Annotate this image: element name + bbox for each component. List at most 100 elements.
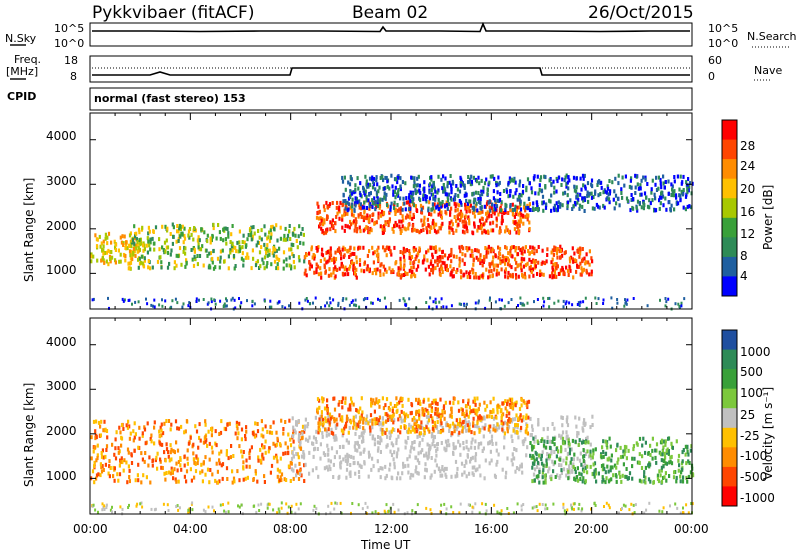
heatmap-cell: [355, 275, 358, 280]
heatmap-cell: [227, 501, 230, 505]
heatmap-cell: [406, 511, 409, 515]
heatmap-cell: [173, 450, 176, 455]
heatmap-cell: [471, 254, 474, 258]
heatmap-cell: [430, 188, 433, 192]
heatmap-cell: [346, 248, 349, 253]
colorbar-segment: [722, 408, 737, 429]
heatmap-cell: [163, 240, 167, 245]
heatmap-cell: [269, 228, 272, 233]
heatmap-cell: [674, 193, 678, 198]
heatmap-cell: [465, 474, 468, 479]
heatmap-cell: [510, 177, 513, 182]
heatmap-cell: [171, 299, 174, 303]
heatmap-cell: [534, 264, 537, 269]
heatmap-cell: [431, 221, 434, 226]
heatmap-cell: [169, 450, 172, 455]
heatmap-cell: [271, 224, 274, 229]
heatmap-cell: [500, 221, 503, 226]
heatmap-cell: [482, 254, 486, 259]
heatmap-cell: [238, 297, 240, 300]
heatmap-cell: [576, 431, 579, 435]
heatmap-cell: [262, 445, 265, 450]
heatmap-cell: [444, 204, 447, 209]
colorbar-segment: [722, 120, 737, 141]
heatmap-cell: [471, 230, 474, 235]
heatmap-cell: [129, 256, 132, 261]
heatmap-cell: [164, 477, 167, 482]
heatmap-cell: [418, 413, 421, 418]
heatmap-cell: [359, 451, 362, 456]
heatmap-cell: [349, 264, 352, 269]
heatmap-cell: [582, 300, 585, 304]
heatmap-cell: [344, 199, 347, 203]
heatmap-cell: [329, 467, 332, 472]
heatmap-cell: [671, 187, 674, 192]
heatmap-cell: [268, 252, 271, 257]
heatmap-cell: [362, 420, 365, 425]
heatmap-cell: [280, 418, 283, 423]
heatmap-cell: [358, 305, 361, 309]
heatmap-cell: [483, 416, 486, 421]
heatmap-cell: [169, 232, 172, 236]
heatmap-cell: [378, 185, 381, 190]
heatmap-cell: [510, 458, 513, 463]
heatmap-cell: [280, 478, 283, 483]
heatmap-cell: [188, 227, 192, 231]
heatmap-cell: [229, 248, 232, 253]
heatmap-cell: [408, 249, 411, 253]
heatmap-cell: [237, 431, 240, 436]
heatmap-cell: [483, 181, 487, 186]
heatmap-cell: [131, 238, 134, 243]
heatmap-cell: [225, 449, 228, 454]
heatmap-cell: [682, 205, 685, 210]
heatmap-cell: [280, 472, 284, 477]
heatmap-cell: [461, 219, 464, 224]
heatmap-cell: [520, 256, 523, 261]
heatmap-cell: [614, 193, 618, 198]
heatmap-cell: [481, 259, 484, 264]
heatmap-cell: [149, 437, 152, 441]
heatmap-cell: [348, 471, 351, 476]
heatmap-cell: [473, 275, 476, 280]
heatmap-cell: [610, 458, 613, 463]
heatmap-cell: [240, 427, 244, 432]
heatmap-cell: [394, 195, 397, 200]
heatmap-cell: [466, 205, 469, 210]
heatmap-cell: [492, 416, 496, 421]
heatmap-cell: [397, 266, 400, 271]
heatmap-cell: [303, 429, 306, 434]
heatmap-cell: [531, 465, 534, 470]
heatmap-cell: [500, 200, 503, 205]
heatmap-cell: [522, 503, 525, 506]
heatmap-cell: [278, 510, 281, 514]
heatmap-cell: [315, 270, 318, 275]
nave-tick-top: 60: [708, 54, 722, 67]
heatmap-cell: [530, 270, 533, 274]
heatmap-cell: [209, 468, 212, 472]
heatmap-cell: [298, 224, 301, 229]
heatmap-cell: [349, 420, 353, 425]
heatmap-cell: [367, 198, 370, 203]
heatmap-cell: [596, 183, 599, 187]
power-heatmap: [90, 173, 694, 311]
heatmap-cell: [596, 180, 600, 185]
heatmap-cell: [541, 260, 544, 265]
heatmap-cell: [325, 250, 328, 255]
heatmap-cell: [144, 441, 147, 446]
heatmap-cell: [454, 193, 457, 197]
heatmap-cell: [194, 462, 197, 466]
heatmap-cell: [275, 223, 278, 228]
heatmap-cell: [507, 424, 511, 429]
heatmap-cell: [534, 467, 537, 472]
heatmap-cell: [332, 298, 335, 302]
heatmap-cell: [690, 444, 693, 449]
heatmap-cell: [282, 259, 285, 264]
heatmap-cell: [342, 199, 345, 204]
heatmap-cell: [406, 414, 410, 419]
heatmap-cell: [320, 226, 323, 231]
heatmap-cell: [423, 427, 426, 431]
heatmap-cell: [576, 466, 579, 471]
heatmap-cell: [328, 258, 331, 263]
heatmap-cell: [491, 202, 494, 207]
heatmap-cell: [608, 179, 611, 183]
